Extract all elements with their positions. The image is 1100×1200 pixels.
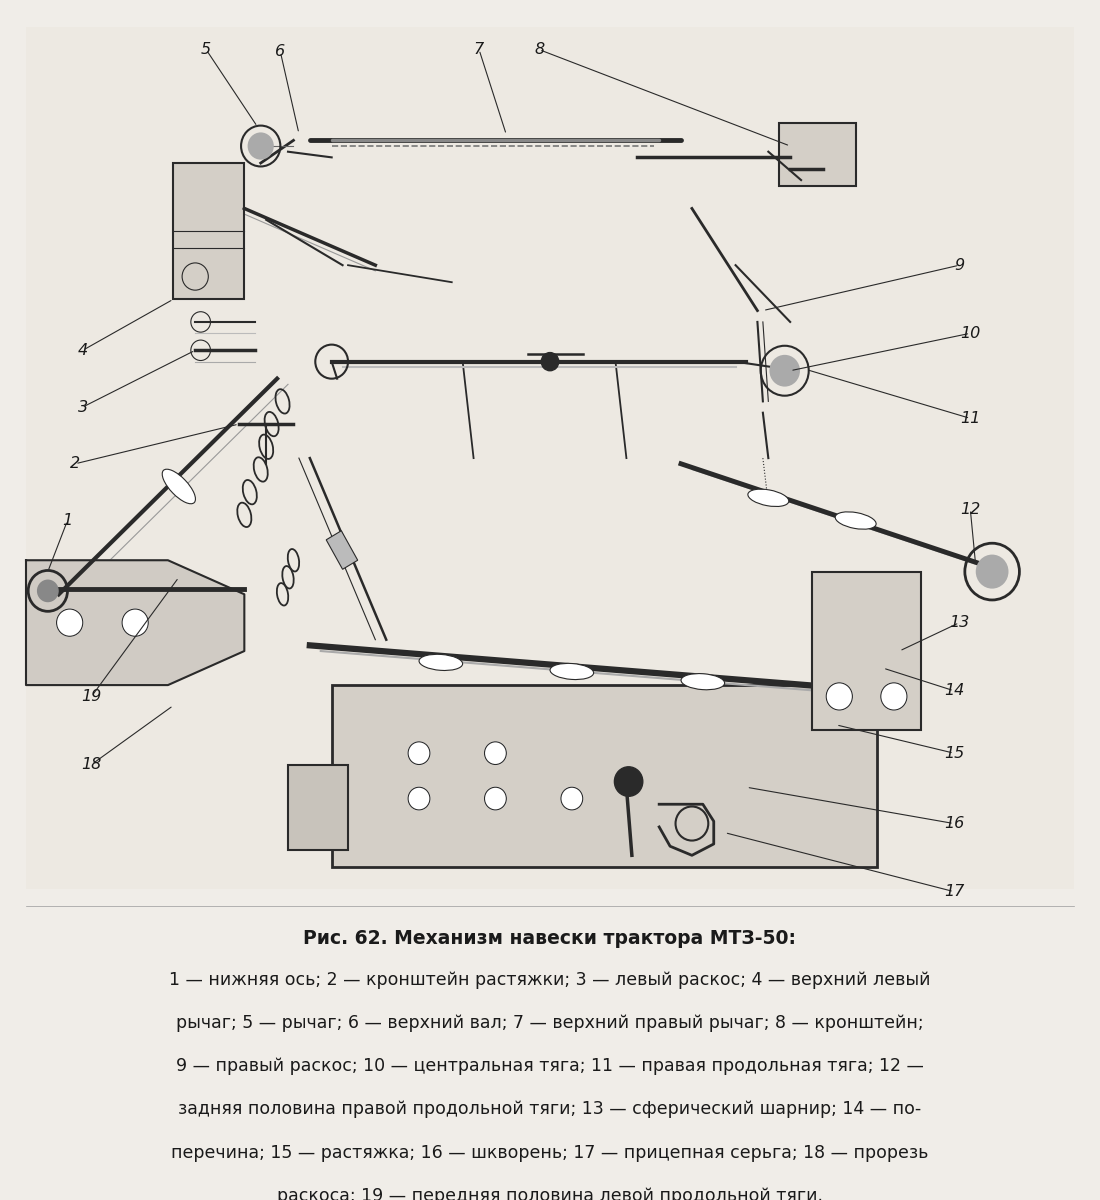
- Bar: [174, 163, 244, 299]
- Text: 1: 1: [63, 514, 73, 528]
- Text: 19: 19: [81, 689, 101, 704]
- Text: 1 — нижняя ось; 2 — кронштейн растяжки; 3 — левый раскос; 4 — верхний левый: 1 — нижняя ось; 2 — кронштейн растяжки; …: [169, 971, 931, 989]
- Text: 11: 11: [960, 410, 980, 426]
- Ellipse shape: [162, 469, 196, 504]
- Circle shape: [484, 742, 506, 764]
- Text: рычаг; 5 — рычаг; 6 — верхний вал; 7 — верхний правый рычаг; 8 — кронштейн;: рычаг; 5 — рычаг; 6 — верхний вал; 7 — в…: [176, 1014, 924, 1032]
- Circle shape: [408, 742, 430, 764]
- Ellipse shape: [550, 664, 594, 679]
- Text: 5: 5: [201, 42, 211, 58]
- Text: 9: 9: [955, 258, 965, 272]
- Circle shape: [541, 353, 559, 371]
- Text: 12: 12: [960, 502, 980, 517]
- Circle shape: [826, 683, 852, 710]
- Ellipse shape: [681, 673, 725, 690]
- Circle shape: [408, 787, 430, 810]
- Text: 7: 7: [474, 42, 484, 58]
- Circle shape: [56, 610, 82, 636]
- Ellipse shape: [748, 490, 789, 506]
- Ellipse shape: [419, 654, 463, 671]
- Circle shape: [561, 787, 583, 810]
- Text: 10: 10: [960, 325, 980, 341]
- Text: 3: 3: [78, 400, 88, 414]
- Bar: [327, 530, 358, 569]
- Text: 9 — правый раскос; 10 — центральная тяга; 11 — правая продольная тяга; 12 —: 9 — правый раскос; 10 — центральная тяга…: [176, 1057, 924, 1075]
- Polygon shape: [26, 560, 244, 685]
- Circle shape: [484, 787, 506, 810]
- Text: 13: 13: [949, 616, 969, 630]
- Text: 18: 18: [81, 757, 101, 772]
- Text: раскоса; 19 — передняя половина левой продольной тяги.: раскоса; 19 — передняя половина левой пр…: [277, 1187, 823, 1200]
- Text: 2: 2: [70, 456, 80, 472]
- Text: 14: 14: [944, 683, 964, 698]
- Circle shape: [881, 683, 907, 710]
- Text: 17: 17: [944, 884, 964, 899]
- Text: 4: 4: [78, 343, 88, 358]
- Bar: [779, 124, 856, 186]
- Bar: [288, 764, 348, 850]
- Ellipse shape: [835, 512, 876, 529]
- Circle shape: [615, 767, 642, 797]
- Text: Рис. 62. Механизм навески трактора МТЗ-50:: Рис. 62. Механизм навески трактора МТЗ-5…: [304, 929, 796, 948]
- Circle shape: [248, 132, 274, 160]
- Text: задняя половина правой продольной тяги; 13 — сферический шарнир; 14 — по-: задняя половина правой продольной тяги; …: [178, 1100, 922, 1118]
- Circle shape: [37, 580, 58, 602]
- Circle shape: [122, 610, 149, 636]
- Bar: [812, 571, 921, 731]
- FancyBboxPatch shape: [26, 26, 1074, 889]
- Text: 8: 8: [534, 42, 544, 58]
- Circle shape: [769, 355, 800, 386]
- Text: 6: 6: [275, 44, 285, 59]
- Text: 15: 15: [944, 745, 964, 761]
- Bar: [332, 685, 878, 866]
- Text: перечина; 15 — растяжка; 16 — шкворень; 17 — прицепная серьга; 18 — прорезь: перечина; 15 — растяжка; 16 — шкворень; …: [172, 1144, 928, 1162]
- Text: 16: 16: [944, 816, 964, 832]
- Circle shape: [976, 554, 1009, 589]
